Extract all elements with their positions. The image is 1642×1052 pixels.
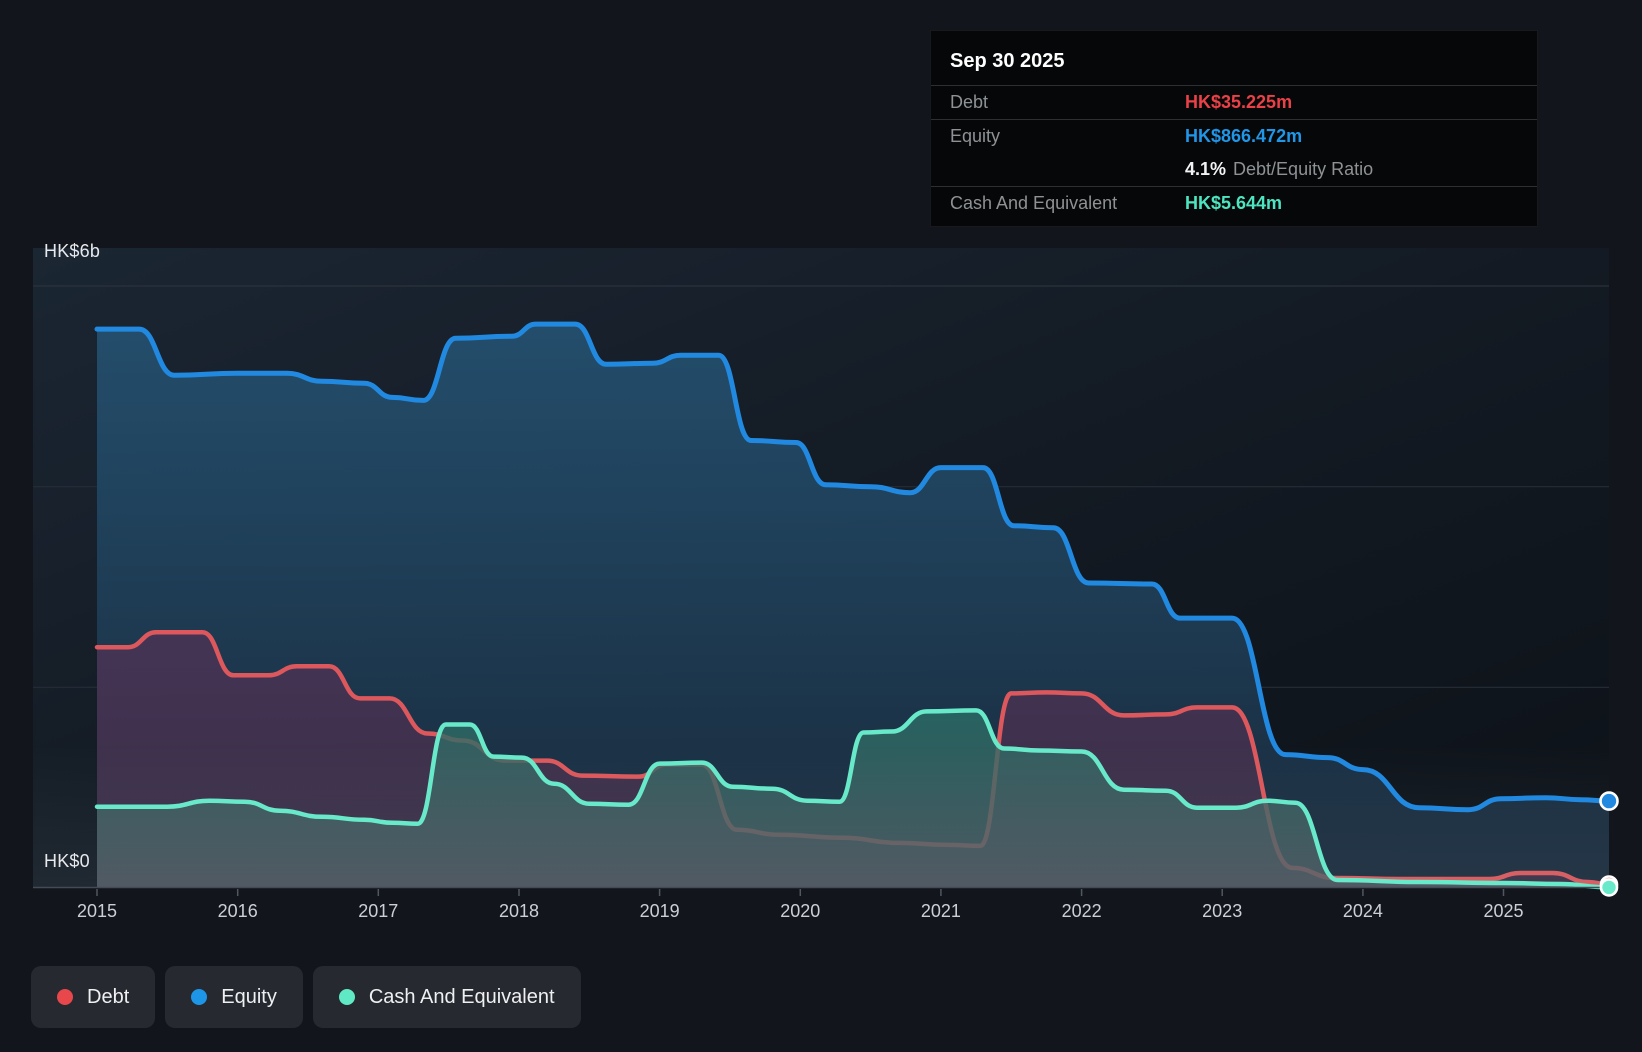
bottom-glow	[33, 745, 1609, 888]
x-axis-label-2025: 2025	[1483, 901, 1524, 921]
tooltip-equity-label: Equity	[950, 126, 1001, 146]
x-axis-label-2024: 2024	[1342, 901, 1383, 921]
x-axis-label-2022: 2022	[1061, 901, 1102, 921]
cash-and-equivalent-end-marker	[1599, 878, 1619, 897]
legend-dot-icon	[57, 989, 73, 1005]
tooltip-row-cash: Cash And Equivalent HK$5.644m	[931, 186, 1537, 220]
legend-item-equity[interactable]: Equity	[165, 966, 303, 1028]
legend-label: Debt	[87, 985, 130, 1008]
x-axis-label-2020: 2020	[780, 901, 821, 921]
tooltip-ratio-label: Debt/Equity Ratio	[1233, 159, 1374, 179]
tooltip-cash-label: Cash And Equivalent	[950, 193, 1118, 213]
tooltip-cash-value: HK$5.644m	[1185, 193, 1283, 213]
y-axis-label-zero: HK$0	[44, 851, 90, 871]
x-axis: 2015 2016 2017 2018 2019 2020 2021 2022 2023 2024…	[0, 901, 1642, 927]
tooltip-row-debt: Debt HK$35.225m	[931, 85, 1537, 119]
x-axis-label-2015: 2015	[76, 901, 118, 921]
x-axis-label-2019: 2019	[639, 901, 680, 921]
legend-dot-icon	[338, 989, 355, 1005]
legend-label: Equity	[221, 985, 277, 1008]
tooltip-ratio-value: 4.1%	[1185, 159, 1227, 179]
x-axis-label-2021: 2021	[920, 901, 961, 921]
tooltip-debt-label: Debt	[950, 92, 989, 112]
x-axis-label-2017: 2017	[358, 901, 399, 921]
legend-dot-icon	[191, 989, 208, 1005]
y-axis-label-max: HK$6b	[44, 241, 101, 261]
x-axis-label-2016: 2016	[217, 901, 258, 921]
equity-end-marker	[1599, 791, 1619, 811]
chart-legend: Debt Equity Cash And Equivalent	[31, 966, 581, 1028]
legend-item-cash-and-equivalent[interactable]: Cash And Equivalent	[312, 966, 581, 1028]
tooltip-row-equity: Equity HK$866.472m	[931, 119, 1537, 153]
x-axis-label-2023: 2023	[1202, 901, 1243, 921]
cash-line	[94, 708, 1612, 890]
tooltip-equity-value: HK$866.472m	[1185, 126, 1303, 146]
equity-line	[94, 321, 1612, 813]
tooltip-debt-value: HK$35.225m	[1185, 92, 1293, 112]
x-axis-label-2018: 2018	[498, 901, 540, 921]
tooltip-row-ratio: 4.1% Debt/Equity Ratio	[931, 153, 1537, 186]
legend-label: Cash And Equivalent	[368, 985, 555, 1008]
legend-item-debt[interactable]: Debt	[31, 966, 156, 1028]
tooltip-date: Sep 30 2025	[950, 50, 1065, 72]
hover-tooltip: Sep 30 2025 Debt HK$35.225m Equity HK$86…	[930, 30, 1538, 227]
